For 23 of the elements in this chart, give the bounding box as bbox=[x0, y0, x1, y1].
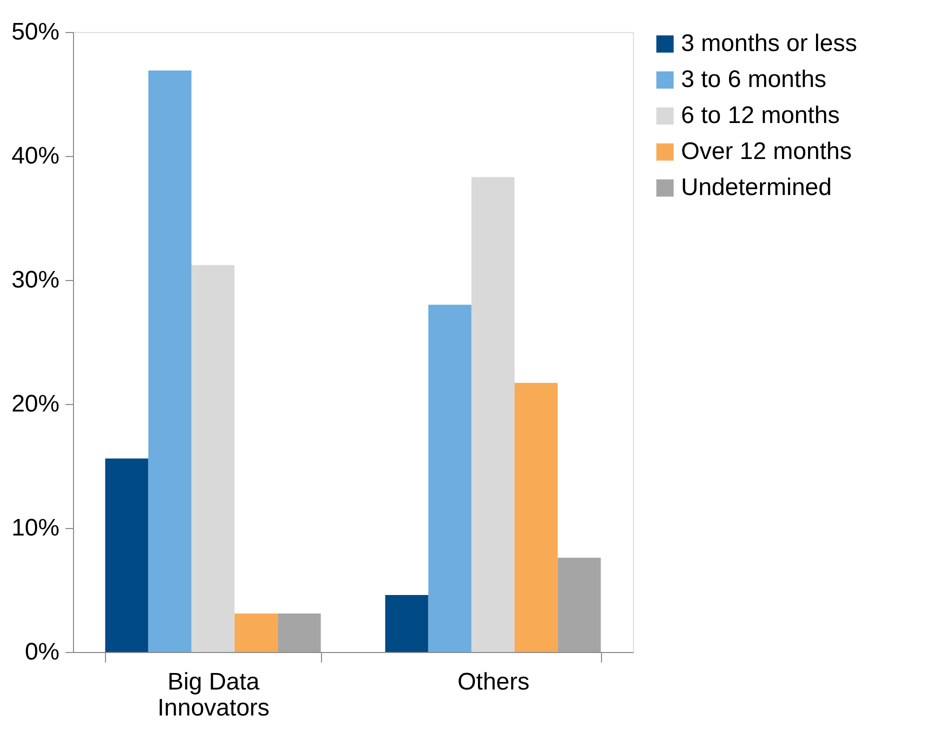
bar bbox=[558, 558, 601, 652]
y-tick-label: 0% bbox=[24, 638, 60, 666]
legend-label: 3 months or less bbox=[681, 30, 858, 57]
bar bbox=[148, 70, 192, 652]
y-tick-label: 20% bbox=[11, 390, 60, 418]
legend-label: Over 12 months bbox=[681, 138, 852, 165]
bar bbox=[471, 177, 515, 652]
y-tick-label: 10% bbox=[11, 514, 60, 542]
y-tick-label: 50% bbox=[11, 18, 60, 46]
legend-label: 3 to 6 months bbox=[681, 66, 826, 93]
bar bbox=[105, 458, 148, 652]
bar bbox=[428, 304, 472, 652]
legend-label: Undetermined bbox=[681, 174, 832, 201]
bar bbox=[234, 614, 278, 652]
bar bbox=[514, 382, 558, 652]
x-tick-label: Others bbox=[457, 668, 530, 696]
x-tick-label: Big Data Innovators bbox=[157, 668, 270, 722]
y-tick-label: 40% bbox=[11, 142, 60, 170]
legend-label: 6 to 12 months bbox=[681, 102, 840, 129]
y-tick-label: 30% bbox=[11, 266, 60, 294]
bar bbox=[385, 594, 428, 652]
bar bbox=[191, 265, 235, 652]
bar bbox=[278, 614, 321, 652]
